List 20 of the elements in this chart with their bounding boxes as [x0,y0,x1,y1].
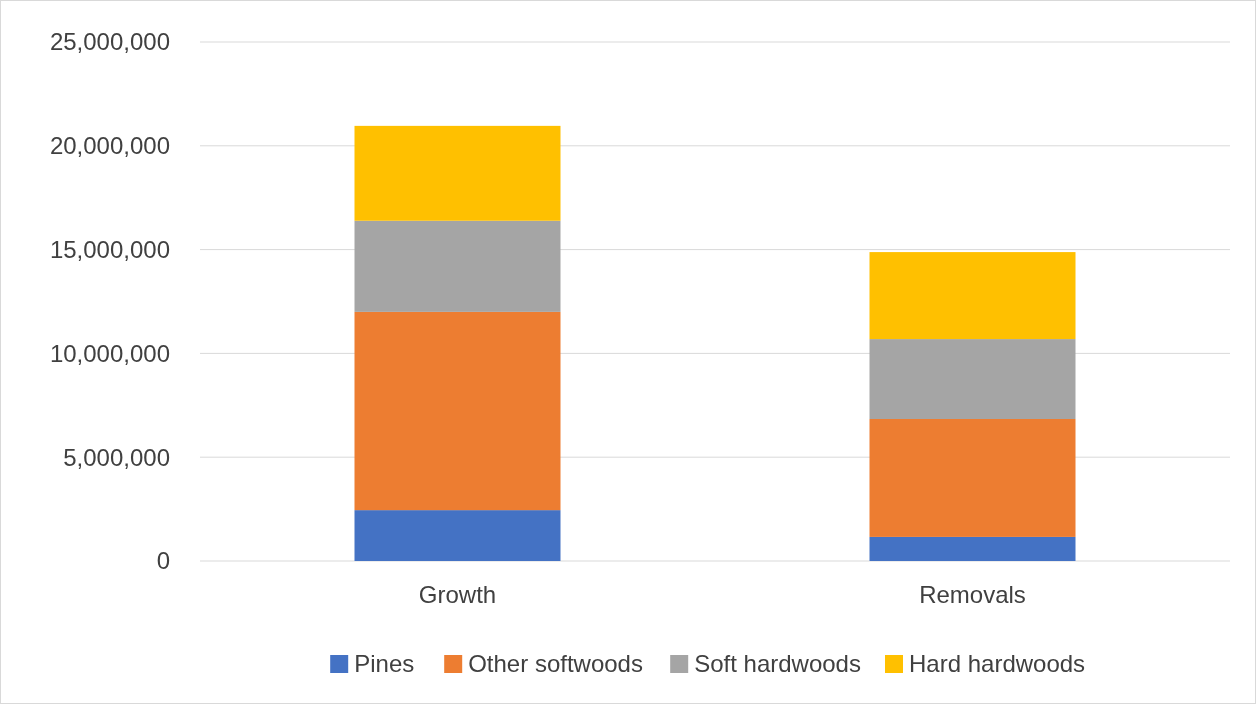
bar [869,339,1076,419]
bar [354,125,561,221]
bar [869,252,1076,340]
bar [354,220,561,312]
x-tick-label: Growth [418,581,497,608]
legend-label: Hard hardwoods [909,650,1086,678]
legend-label: Pines [354,650,415,678]
legend-label: Other softwoods [468,650,643,678]
x-tick-label: Removals [919,581,1026,608]
y-tick-label: 25,000,000 [49,28,170,56]
y-tick-label: 5,000,000 [63,443,170,471]
y-tick-label: 0 [156,547,170,575]
bar [869,536,1076,561]
y-tick-label: 20,000,000 [49,132,170,160]
bar [354,311,561,511]
y-tick-label: 15,000,000 [49,236,170,263]
legend-label: Soft hardwoods [694,650,861,678]
y-tick-label: 10,000,000 [49,339,170,367]
bar [354,510,561,561]
bar [869,419,1076,537]
